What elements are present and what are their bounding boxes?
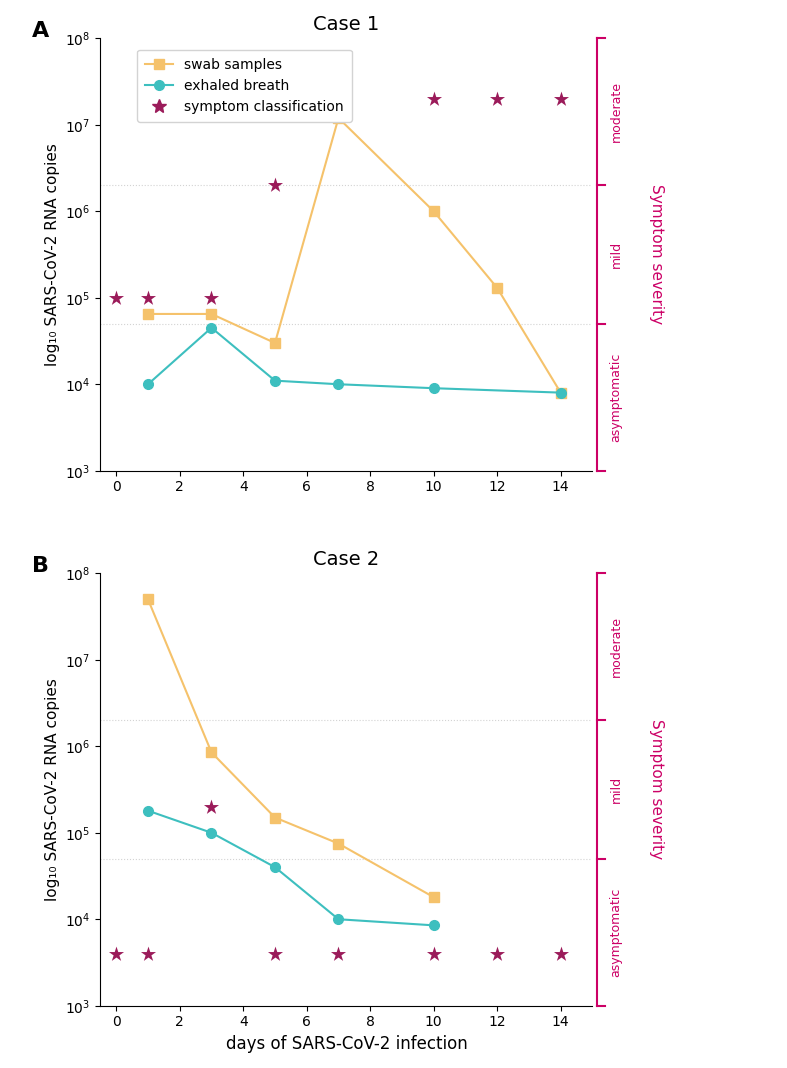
Point [491, 90, 504, 107]
Text: B: B [31, 556, 49, 576]
Point [142, 289, 154, 307]
Text: mild: mild [610, 776, 623, 803]
Point [554, 90, 567, 107]
Point [110, 289, 123, 307]
Point [268, 945, 281, 962]
Text: A: A [31, 21, 49, 41]
Text: asymptomatic: asymptomatic [610, 888, 623, 977]
Text: asymptomatic: asymptomatic [610, 352, 623, 442]
Text: moderate: moderate [610, 616, 623, 677]
Title: Case 1: Case 1 [313, 15, 379, 34]
Point [205, 289, 218, 307]
Point [554, 945, 567, 962]
Text: moderate: moderate [610, 81, 623, 142]
Y-axis label: log₁₀ SARS-CoV-2 RNA copies: log₁₀ SARS-CoV-2 RNA copies [45, 678, 60, 901]
Point [205, 798, 218, 815]
Point [332, 90, 345, 107]
Title: Case 2: Case 2 [313, 550, 379, 569]
Point [142, 945, 154, 962]
Point [110, 945, 123, 962]
Text: Symptom severity: Symptom severity [649, 720, 664, 860]
Text: mild: mild [610, 241, 623, 268]
Point [332, 945, 345, 962]
Point [268, 176, 281, 193]
Y-axis label: log₁₀ SARS-CoV-2 RNA copies: log₁₀ SARS-CoV-2 RNA copies [45, 143, 60, 366]
Point [427, 945, 440, 962]
Point [427, 90, 440, 107]
Legend: swab samples, exhaled breath, symptom classification: swab samples, exhaled breath, symptom cl… [137, 49, 352, 122]
X-axis label: days of SARS-CoV-2 infection: days of SARS-CoV-2 infection [226, 1035, 467, 1053]
Point [491, 945, 504, 962]
Text: Symptom severity: Symptom severity [649, 185, 664, 325]
